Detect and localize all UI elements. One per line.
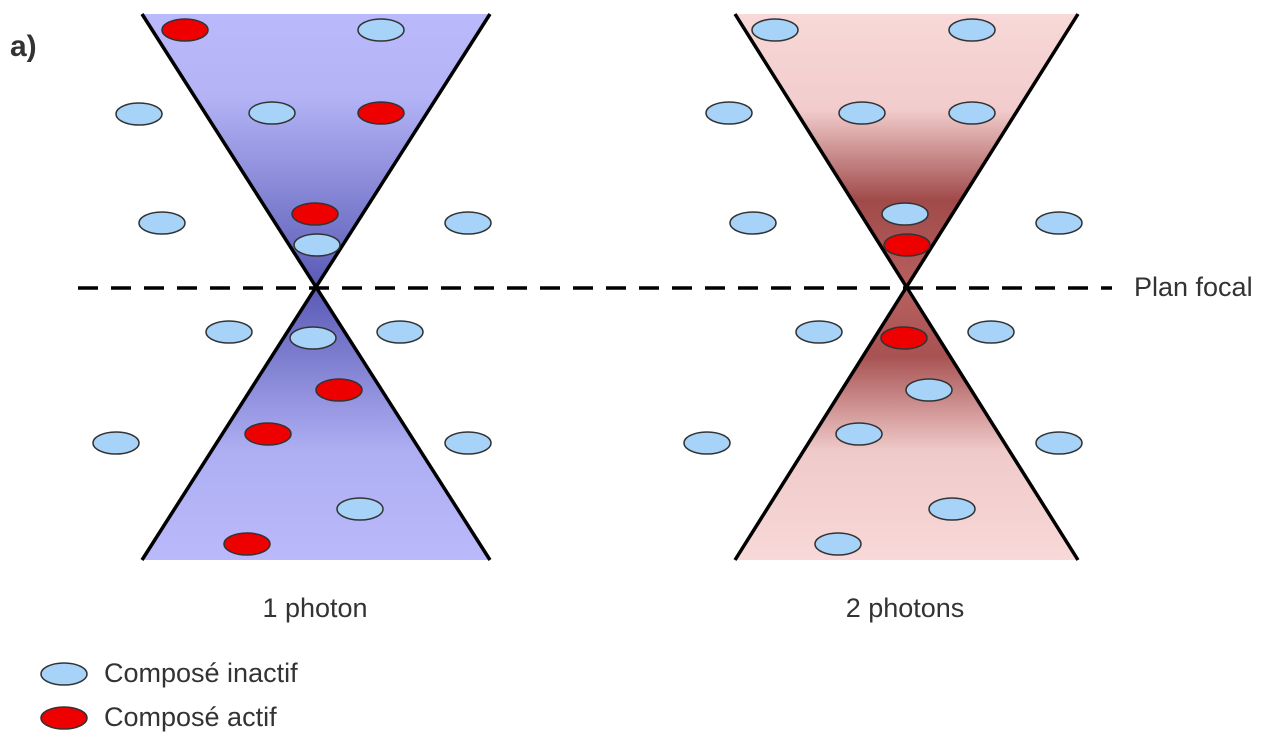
active-molecule bbox=[291, 202, 339, 226]
cone bbox=[142, 14, 490, 288]
inactive-molecule bbox=[928, 497, 976, 521]
inactive-molecule bbox=[683, 431, 731, 455]
inactive-molecule bbox=[881, 202, 929, 226]
inactive-molecule bbox=[289, 326, 337, 350]
inactive-molecule bbox=[444, 431, 492, 455]
inactive-molecule bbox=[905, 378, 953, 402]
inactive-molecule bbox=[92, 431, 140, 455]
inactive-molecule bbox=[376, 320, 424, 344]
panel-caption: 1 photon bbox=[262, 593, 367, 623]
focal-label: Plan focal bbox=[1134, 272, 1253, 302]
legend-swatch bbox=[40, 706, 88, 730]
inactive-molecule bbox=[967, 320, 1015, 344]
inactive-molecule bbox=[1035, 211, 1083, 235]
legend-swatch bbox=[40, 662, 88, 686]
active-molecule bbox=[880, 326, 928, 350]
molecules bbox=[92, 18, 1083, 556]
cone bbox=[735, 14, 1078, 288]
inactive-molecule bbox=[729, 211, 777, 235]
inactive-molecule bbox=[814, 532, 862, 556]
inactive-molecule bbox=[835, 422, 883, 446]
inactive-molecule bbox=[205, 320, 253, 344]
cone bbox=[735, 288, 1078, 560]
inactive-molecule bbox=[293, 233, 341, 257]
panel-caption: 2 photons bbox=[846, 593, 965, 623]
inactive-molecule bbox=[948, 101, 996, 125]
active-molecule bbox=[244, 422, 292, 446]
active-molecule bbox=[883, 233, 931, 257]
inactive-molecule bbox=[138, 211, 186, 235]
inactive-molecule bbox=[751, 18, 799, 42]
active-molecule bbox=[357, 101, 405, 125]
cone bbox=[142, 288, 490, 560]
inactive-molecule bbox=[1035, 431, 1083, 455]
inactive-molecule bbox=[948, 18, 996, 42]
inactive-molecule bbox=[336, 497, 384, 521]
inactive-molecule bbox=[248, 101, 296, 125]
inactive-molecule bbox=[444, 211, 492, 235]
legend-label: Composé inactif bbox=[104, 658, 298, 688]
legend-label: Composé actif bbox=[104, 702, 277, 732]
inactive-molecule bbox=[795, 320, 843, 344]
panel-label: a) bbox=[10, 30, 37, 63]
active-molecule bbox=[161, 18, 209, 42]
active-molecule bbox=[315, 378, 363, 402]
active-molecule bbox=[223, 532, 271, 556]
inactive-molecule bbox=[705, 101, 753, 125]
inactive-molecule bbox=[357, 18, 405, 42]
inactive-molecule bbox=[115, 102, 163, 126]
inactive-molecule bbox=[838, 101, 886, 125]
